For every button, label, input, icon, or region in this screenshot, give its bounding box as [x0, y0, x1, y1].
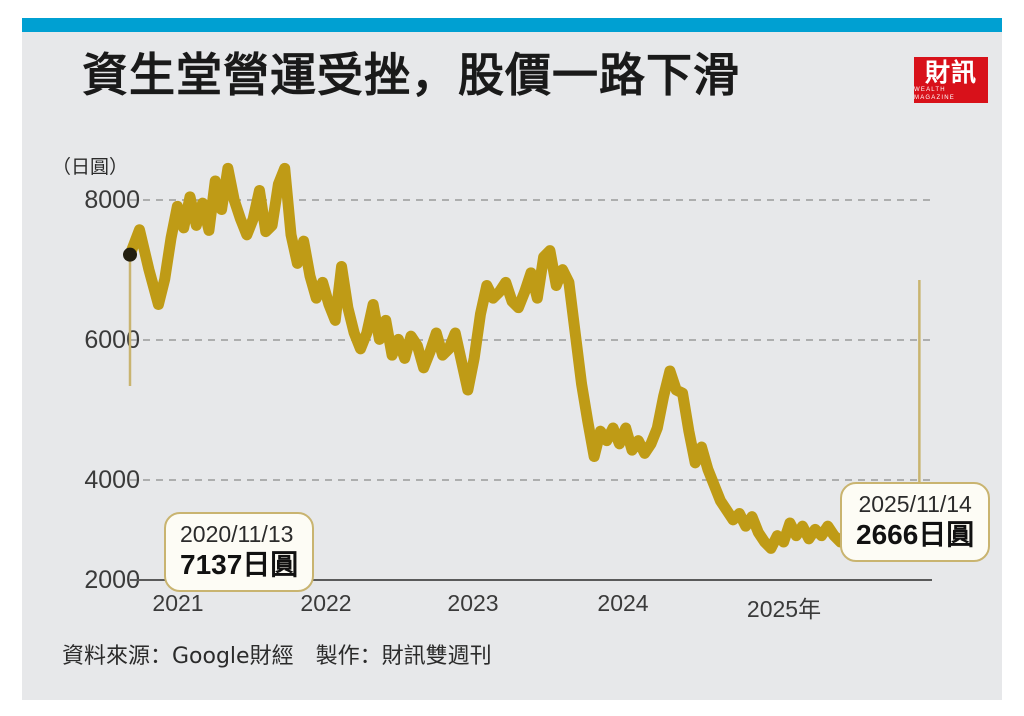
chart-plot-svg	[123, 162, 932, 581]
callout-end-date: 2025/11/14	[858, 491, 972, 517]
logo-wordmark: 財訊	[924, 57, 977, 87]
x-axis-tick-2025: 2025年	[746, 596, 822, 622]
x-axis-tick-2021: 2021	[152, 590, 204, 616]
callout-end-value: 2666日圓	[856, 519, 975, 550]
x-axis-tick-2022: 2022	[300, 590, 352, 616]
wealth-magazine-logo: 財訊 WEALTH MAGAZINE	[914, 57, 988, 103]
callout-end: 2025/11/14 2666日圓	[840, 482, 991, 562]
callout-start: 2020/11/13 7137日圓	[164, 512, 315, 592]
x-axis-tick-2024: 2024	[597, 590, 649, 616]
y-axis-unit-label: （日圓）	[52, 156, 129, 178]
x-axis-tick-2023: 2023	[447, 590, 499, 616]
stock-price-line-chart: （日圓） 8000 6000 4000 2000 2021 2022 2023 …	[22, 130, 1002, 630]
source-credit: 資料來源：Google財經 製作：財訊雙週刊	[62, 644, 492, 669]
accent-top-bar	[22, 18, 1002, 32]
page-title: 資生堂營運受挫，股價一路下滑	[82, 48, 740, 102]
callout-start-value: 7137日圓	[180, 549, 299, 580]
start-point-marker	[123, 247, 137, 262]
callout-start-date: 2020/11/13	[180, 521, 294, 547]
logo-tagline: WEALTH MAGAZINE	[914, 86, 955, 101]
price-line	[124, 162, 916, 554]
